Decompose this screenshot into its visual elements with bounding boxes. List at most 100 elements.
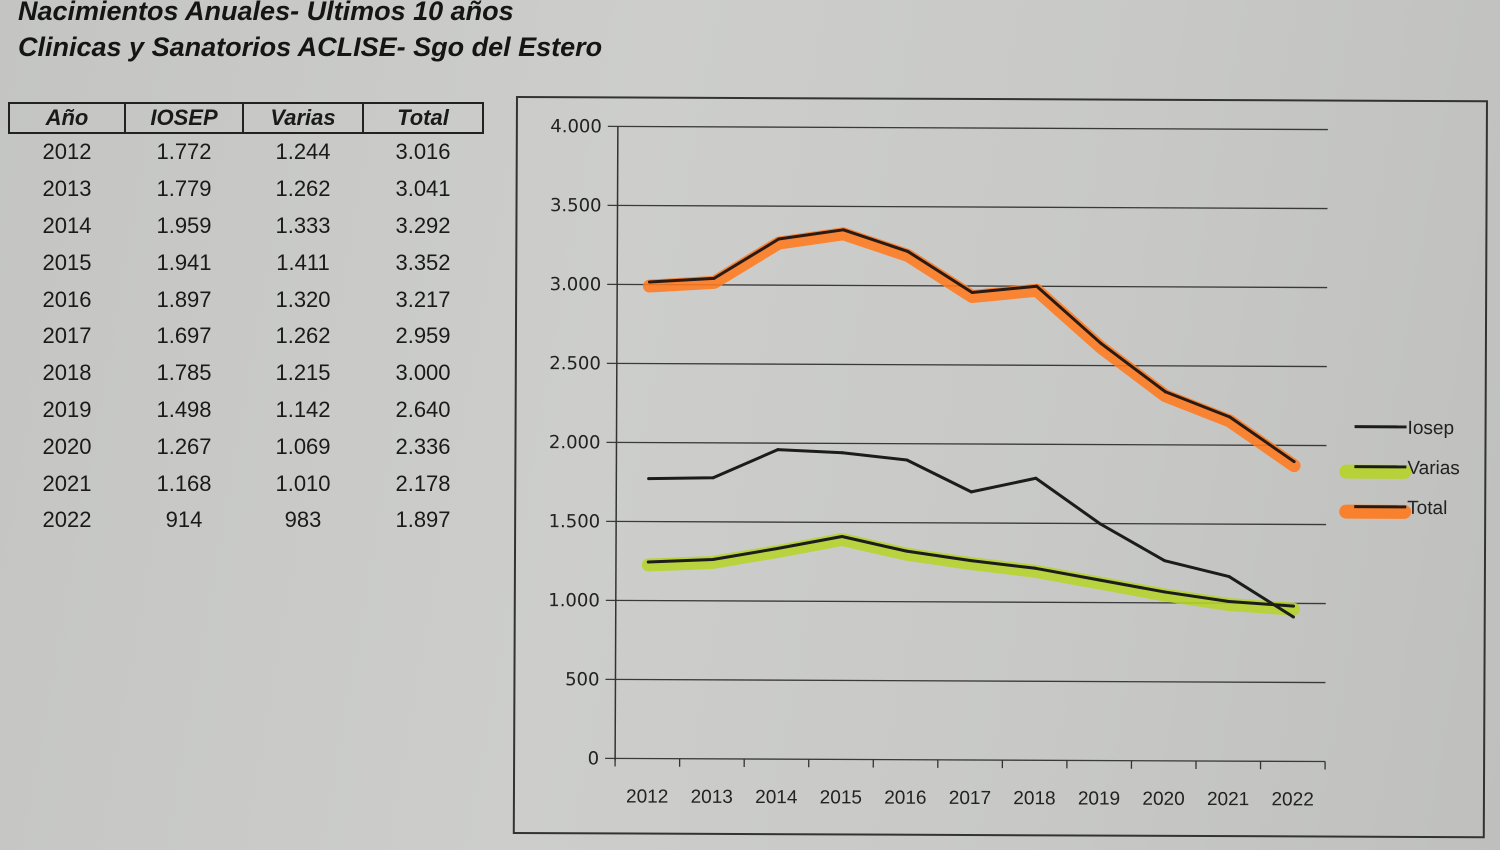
cell-iosep: 1.941	[156, 249, 212, 275]
x-tick-label: 2018	[1013, 788, 1055, 809]
cell-varias: 983	[284, 507, 322, 533]
data-point-iosep	[1034, 476, 1038, 480]
data-point-iosep	[1163, 559, 1167, 563]
gridline	[606, 441, 1327, 447]
data-point-total	[841, 228, 845, 232]
table-row: 2013 1.779 1.262 3.041	[9, 171, 483, 208]
data-point-iosep	[1291, 615, 1295, 619]
x-tick-label: 2015	[820, 787, 862, 808]
y-axis	[614, 126, 619, 761]
cell-year: 2016	[42, 286, 92, 312]
x-tick-label: 2022	[1271, 789, 1313, 810]
cell-iosep: 1.498	[156, 396, 212, 422]
cell-year: 2021	[42, 470, 92, 496]
cell-iosep: 1.697	[156, 323, 212, 349]
cell-iosep: 1.959	[156, 212, 212, 238]
table-row: 2016 1.897 1.320 3.217	[9, 281, 483, 318]
highlight-varias	[641, 532, 1300, 616]
y-tick-label: 500	[565, 669, 599, 690]
table-header-row: Año IOSEP Varias Total	[8, 102, 484, 134]
data-point-varias	[840, 534, 844, 538]
data-point-varias	[646, 560, 650, 564]
x-tick-label: 2013	[691, 787, 733, 808]
cell-total: 2.336	[395, 433, 451, 459]
data-point-varias	[904, 549, 908, 553]
data-point-iosep	[1098, 522, 1102, 526]
data-point-varias	[711, 557, 715, 561]
data-point-total	[1163, 390, 1167, 394]
cell-varias: 1.411	[276, 249, 330, 275]
data-point-iosep	[1227, 575, 1231, 579]
y-tick-label: 4.000	[550, 116, 602, 137]
x-tick-label: 2021	[1207, 789, 1249, 810]
cell-year: 2014	[42, 212, 92, 238]
legend-label-total: Total	[1407, 498, 1447, 519]
y-tick-label: 3.500	[550, 195, 602, 216]
x-tick-label: 2020	[1142, 789, 1184, 810]
data-point-total	[1228, 415, 1232, 419]
cell-year: 2022	[42, 507, 92, 533]
data-point-varias	[1098, 578, 1102, 582]
table-row: 2019 1.498 1.142 2.640	[9, 392, 483, 429]
cell-iosep: 1.897	[156, 286, 212, 312]
data-point-total	[777, 237, 781, 241]
y-tick-label: 1.000	[548, 590, 600, 611]
cell-total: 2.178	[395, 470, 451, 496]
table-row: 2022 914 983 1.897	[9, 502, 483, 539]
data-point-varias	[775, 547, 779, 551]
cell-varias: 1.333	[275, 212, 331, 238]
x-tick-label: 2016	[884, 788, 926, 809]
y-tick-label: 3.000	[550, 274, 602, 295]
header-varias: Varias	[242, 102, 364, 134]
cell-varias: 1.215	[275, 360, 331, 386]
gridline	[605, 678, 1326, 684]
cell-varias: 1.244	[275, 139, 331, 165]
cell-year: 2019	[42, 396, 92, 422]
table-row: 2017 1.697 1.262 2.959	[9, 318, 483, 355]
cell-total: 1.897	[395, 507, 451, 533]
births-table: Año IOSEP Varias Total 2012 1.772 1.244 3.0…	[8, 102, 484, 539]
cell-iosep: 1.772	[156, 139, 212, 165]
gridline	[605, 757, 1326, 763]
table-row: 2018 1.785 1.215 3.000	[9, 355, 483, 392]
data-point-iosep	[776, 448, 780, 452]
data-point-varias	[1162, 590, 1166, 594]
table-row: 2015 1.941 1.411 3.352	[9, 244, 483, 281]
y-tick-label: 1.500	[549, 511, 601, 532]
legend-label-iosep: Iosep	[1408, 418, 1455, 439]
cell-varias: 1.262	[275, 176, 331, 202]
cell-total: 3.217	[395, 286, 451, 312]
data-point-total	[906, 249, 910, 253]
cell-total: 3.292	[395, 212, 451, 238]
y-tick-label: 0	[588, 748, 600, 769]
header-total: Total	[362, 102, 484, 134]
data-point-total	[1099, 341, 1103, 345]
data-point-varias	[1292, 604, 1296, 608]
table-row: 2021 1.168 1.010 2.178	[9, 465, 483, 502]
series-line-varias	[648, 534, 1294, 608]
cell-total: 2.640	[395, 396, 451, 422]
header-year: Año	[8, 102, 126, 134]
x-tick-label: 2019	[1078, 788, 1120, 809]
cell-total: 3.000	[395, 360, 451, 386]
gridline	[606, 362, 1327, 368]
data-point-varias	[1227, 600, 1231, 604]
header-iosep: IOSEP	[124, 102, 244, 134]
line-chart: 0 500 1.000 1.500 2.000 2.500 3.000 3.500 4.000 2…	[548, 116, 1460, 810]
data-point-iosep	[905, 458, 909, 462]
cell-varias: 1.262	[275, 323, 331, 349]
cell-year: 2015	[42, 249, 92, 275]
cell-total: 2.959	[395, 323, 451, 349]
cell-varias: 1.010	[275, 470, 331, 496]
x-tick-label: 2014	[755, 787, 798, 808]
data-point-iosep	[840, 451, 844, 455]
cell-iosep: 1.267	[156, 433, 212, 459]
cell-year: 2017	[42, 323, 92, 349]
table-row: 2020 1.267 1.069 2.336	[9, 428, 483, 465]
data-point-total	[970, 290, 974, 294]
gridline	[606, 520, 1327, 526]
legend-label-varias: Varias	[1407, 458, 1460, 479]
cell-iosep: 914	[165, 507, 203, 533]
cell-total: 3.016	[395, 139, 451, 165]
